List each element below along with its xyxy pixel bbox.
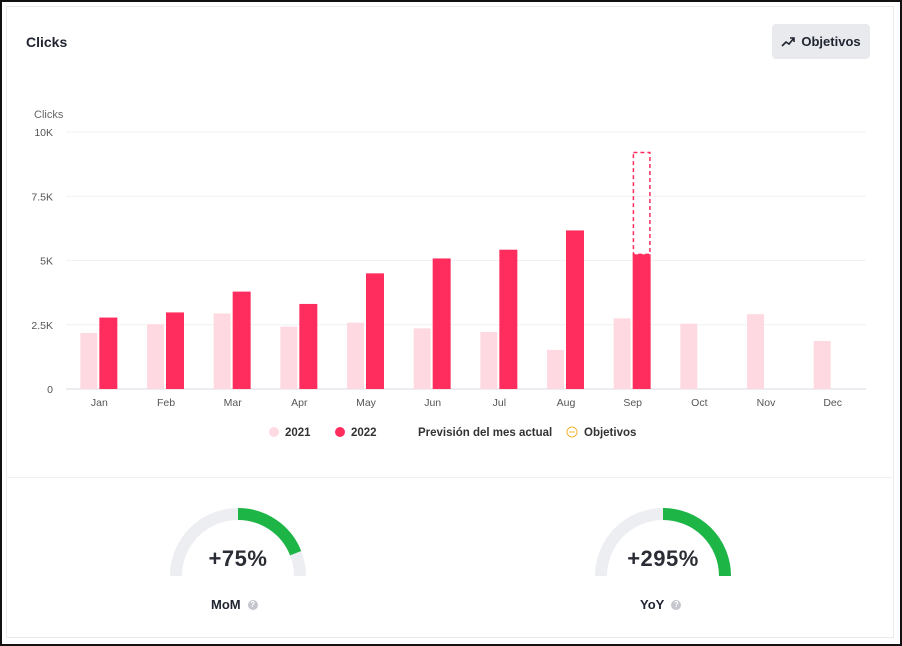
bar-2021: [213, 313, 231, 389]
x-tick-label: Jun: [424, 397, 441, 409]
bar-2021: [547, 349, 564, 389]
bar-2021: [280, 326, 298, 389]
bar-2022: [566, 230, 584, 389]
bar-2022: [99, 317, 118, 389]
bar-2021: [747, 314, 764, 389]
bar-2022: [432, 258, 451, 389]
bar-2021: [680, 323, 698, 389]
trend-icon: [781, 36, 796, 47]
y-tick-label: 0: [47, 384, 53, 396]
bar-2022: [232, 291, 251, 389]
help-icon[interactable]: ?: [247, 599, 258, 610]
x-tick-label: Jan: [91, 397, 108, 409]
legend-swatch-2021: [269, 427, 279, 437]
x-tick-label: Sep: [623, 397, 642, 409]
gauge-yoy: +295%: [593, 506, 733, 616]
gauge-arc: [170, 508, 306, 577]
y-tick-label: 10K: [34, 127, 53, 139]
gauge-mom: +75%: [168, 506, 308, 616]
bar-2022: [499, 249, 518, 389]
bar-2022: [366, 273, 384, 389]
legend-label-objectives: Objetivos: [584, 427, 636, 439]
gauge-value: +75%: [208, 546, 268, 571]
legend-swatch-2022: [335, 427, 345, 437]
y-tick-label: 7.5K: [31, 191, 53, 203]
bar-2021: [613, 318, 631, 389]
forecast-bar: [632, 151, 651, 256]
y-tick-label: 2.5K: [31, 320, 53, 332]
objectives-button[interactable]: Objetivos: [772, 24, 870, 59]
bar-2021: [413, 328, 431, 389]
x-tick-label: Dec: [823, 397, 842, 409]
bar-2021: [147, 324, 164, 389]
gauge-fill: [237, 508, 302, 556]
objectives-button-label: Objetivos: [801, 34, 861, 49]
x-tick-label: May: [356, 397, 377, 409]
legend-label-2021: 2021: [285, 427, 311, 439]
gauge-fill: [662, 508, 731, 577]
x-tick-label: Aug: [557, 397, 576, 409]
y-axis-title: Clicks: [34, 109, 64, 121]
x-tick-label: Nov: [757, 397, 776, 409]
gauge-label-text: MoM: [211, 597, 241, 612]
x-tick-label: Oct: [691, 397, 707, 409]
clicks-bar-chart: Clicks 0 2.5K 5K 7.5K 10K Jan Feb Mar Apr May Jun Ju…: [31, 109, 866, 439]
y-tick-label: 5K: [40, 256, 53, 268]
gauge-label-text: YoY: [640, 597, 665, 612]
bar-2022: [166, 312, 184, 389]
legend-label-2022: 2022: [351, 427, 377, 439]
legend-label-forecast: Previsión del mes actual: [418, 427, 552, 439]
gauge-arc: [595, 508, 731, 577]
bar-2021: [480, 331, 498, 389]
bar-2021: [813, 340, 831, 389]
help-icon[interactable]: ?: [671, 599, 682, 610]
gauge-label-yoy: YoY ?: [640, 597, 682, 612]
x-tick-label: Mar: [224, 397, 243, 409]
gauge-label-mom: MoM ?: [211, 597, 258, 612]
card-title: Clicks: [26, 34, 68, 50]
x-tick-label: Apr: [291, 397, 308, 409]
bar-2021: [80, 332, 98, 389]
section-divider: [6, 477, 892, 478]
bar-2022: [299, 303, 318, 389]
gauge-value: +295%: [627, 546, 699, 571]
x-tick-label: Feb: [157, 397, 175, 409]
x-tick-label: Jul: [493, 397, 506, 409]
bar-2021: [347, 322, 364, 389]
bar-2022: [632, 254, 651, 389]
